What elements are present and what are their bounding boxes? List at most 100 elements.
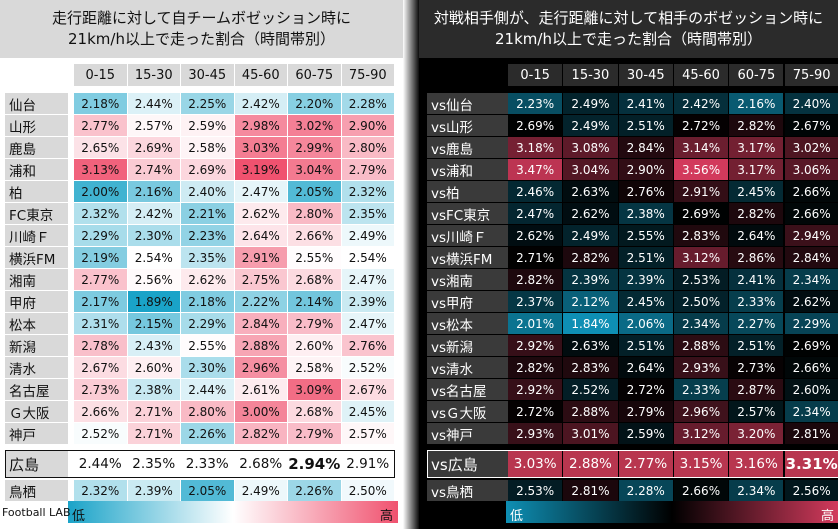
heatmap-cell: 2.29% [181,313,234,334]
heatmap-cell: 2.28% [618,480,673,501]
heatmap-cell: 2.96% [673,401,729,422]
heatmap-cell: 2.35% [341,203,394,224]
row-label: 広島 [5,451,68,477]
heatmap-cell: 2.27% [729,313,784,334]
col-header: 0-15 [508,64,563,86]
heatmap-cell: 2.31% [74,313,127,334]
heatmap-cell: 3.14% [673,137,729,158]
heatmap-cell: 3.13% [74,159,127,180]
heatmap-cell: 2.76% [341,335,394,356]
heatmap-cell: 2.55% [288,247,341,268]
row-label: 湘南 [5,269,68,290]
heatmap-cell: 2.59% [618,423,673,444]
heatmap-cell: 2.69% [127,137,180,158]
left-title: 走行距離に対して自チームボゼッション時に 21km/h以上で走った割合（時間帯別… [0,0,403,58]
heatmap-cell: 2.25% [181,93,234,114]
row-label: FC東京 [5,203,68,224]
heatmap-cell: 3.19% [234,159,287,180]
heatmap-cell: 2.06% [618,313,673,334]
heatmap-cell: 2.67% [74,357,127,378]
row-label: vs浦和 [427,159,508,180]
heatmap-cell: 2.34% [784,401,838,422]
row-label: 鳥栖 [5,480,68,501]
col-header: 0-15 [74,64,127,86]
heatmap-cell: 2.22% [234,291,287,312]
heatmap-cell: 2.81% [563,480,618,501]
heatmap-cell: 2.56% [127,269,180,290]
heatmap-cell: 2.33% [729,291,784,312]
heatmap-cell: 2.49% [563,225,618,246]
heatmap-cell: 2.26% [288,480,341,501]
highlight-box [5,450,395,478]
heatmap-cell: 3.31% [784,451,838,477]
heatmap-cell: 2.91% [234,247,287,268]
heatmap-cell: 2.82% [508,269,563,290]
left-legend-bar [68,501,398,523]
heatmap-cell: 2.83% [563,357,618,378]
heatmap-cell: 2.49% [563,115,618,136]
heatmap-cell: 2.84% [618,137,673,158]
heatmap-cell: 2.23% [181,225,234,246]
row-label: 川崎Ｆ [5,225,68,246]
row-label: vs山形 [427,115,508,136]
heatmap-cell: 2.47% [341,313,394,334]
row-label: 山形 [5,115,68,136]
heatmap-cell: 3.20% [729,423,784,444]
heatmap-cell: 3.03% [508,451,563,477]
heatmap-cell: 2.82% [234,423,287,444]
col-header: 75-90 [341,64,394,86]
heatmap-cell: 2.66% [784,357,838,378]
heatmap-cell: 2.66% [288,225,341,246]
row-label: 鹿島 [5,137,68,158]
heatmap-cell: 2.20% [288,93,341,114]
heatmap-cell: 2.52% [563,379,618,400]
heatmap-cell: 2.73% [74,379,127,400]
heatmap-cell: 2.50% [673,291,729,312]
heatmap-cell: 2.60% [288,335,341,356]
heatmap-cell: 3.17% [729,159,784,180]
heatmap-cell: 2.82% [508,357,563,378]
heatmap-cell: 2.71% [127,423,180,444]
heatmap-cell: 3.03% [234,137,287,158]
heatmap-cell: 2.17% [74,291,127,312]
heatmap-cell: 3.06% [784,159,838,180]
heatmap-cell: 3.02% [288,115,341,136]
heatmap-cell: 2.51% [729,335,784,356]
left-legend-low: 低 [72,509,86,524]
heatmap-cell: 2.69% [784,335,838,356]
heatmap-cell: 3.04% [563,159,618,180]
heatmap-cell: 2.51% [618,115,673,136]
heatmap-cell: 2.39% [618,269,673,290]
heatmap-cell: 2.39% [341,291,394,312]
footer-credit: Football LAB [2,506,71,519]
row-label: vs仙台 [427,93,508,114]
heatmap-cell: 2.54% [127,247,180,268]
heatmap-cell: 2.47% [508,203,563,224]
heatmap-cell: 2.63% [563,181,618,202]
row-label: vs横浜FM [427,247,508,268]
left-panel: 走行距離に対して自チームボゼッション時に 21km/h以上で走った割合（時間帯別… [0,0,403,529]
heatmap-cell: 2.79% [341,159,394,180]
heatmap-cell: 2.58% [288,357,341,378]
row-label: 神戸 [5,423,68,444]
heatmap-cell: 2.69% [673,203,729,224]
left-legend-high: 高 [380,509,394,524]
row-label: vs柏 [427,181,508,202]
highlight-box [427,450,838,478]
heatmap-cell: 2.16% [127,181,180,202]
row-label: vs名古屋 [427,379,508,400]
heatmap-cell: 2.91% [341,451,394,477]
heatmap-cell: 2.34% [729,480,784,501]
col-header: 60-75 [288,64,341,86]
row-label: 新潟 [5,335,68,356]
heatmap-cell: 2.57% [127,115,180,136]
heatmap-cell: 2.77% [74,115,127,136]
heatmap-cell: 2.40% [181,181,234,202]
heatmap-cell: 2.78% [74,335,127,356]
heatmap-cell: 2.80% [288,203,341,224]
row-label: vs広島 [427,451,508,477]
heatmap-cell: 2.68% [234,451,287,477]
heatmap-cell: 2.87% [729,379,784,400]
col-header: 15-30 [563,64,618,86]
heatmap-cell: 2.49% [563,93,618,114]
